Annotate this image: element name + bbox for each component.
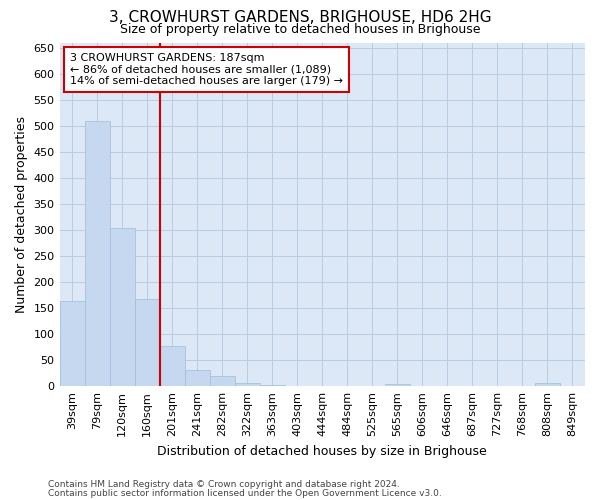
Bar	[385, 384, 410, 386]
Bar	[209, 376, 235, 386]
Text: Contains public sector information licensed under the Open Government Licence v3: Contains public sector information licen…	[48, 488, 442, 498]
Text: Size of property relative to detached houses in Brighouse: Size of property relative to detached ho…	[120, 22, 480, 36]
Bar	[110, 228, 134, 386]
Y-axis label: Number of detached properties: Number of detached properties	[15, 116, 28, 313]
Bar	[185, 370, 209, 386]
X-axis label: Distribution of detached houses by size in Brighouse: Distribution of detached houses by size …	[157, 444, 487, 458]
Text: 3 CROWHURST GARDENS: 187sqm
← 86% of detached houses are smaller (1,089)
14% of : 3 CROWHURST GARDENS: 187sqm ← 86% of det…	[70, 53, 343, 86]
Bar	[85, 121, 110, 386]
Bar	[59, 302, 85, 386]
Text: Contains HM Land Registry data © Crown copyright and database right 2024.: Contains HM Land Registry data © Crown c…	[48, 480, 400, 489]
Text: 3, CROWHURST GARDENS, BRIGHOUSE, HD6 2HG: 3, CROWHURST GARDENS, BRIGHOUSE, HD6 2HG	[109, 10, 491, 25]
Bar	[134, 298, 160, 386]
Bar	[235, 383, 260, 386]
Bar	[535, 382, 560, 386]
Bar	[260, 385, 285, 386]
Bar	[160, 346, 185, 386]
